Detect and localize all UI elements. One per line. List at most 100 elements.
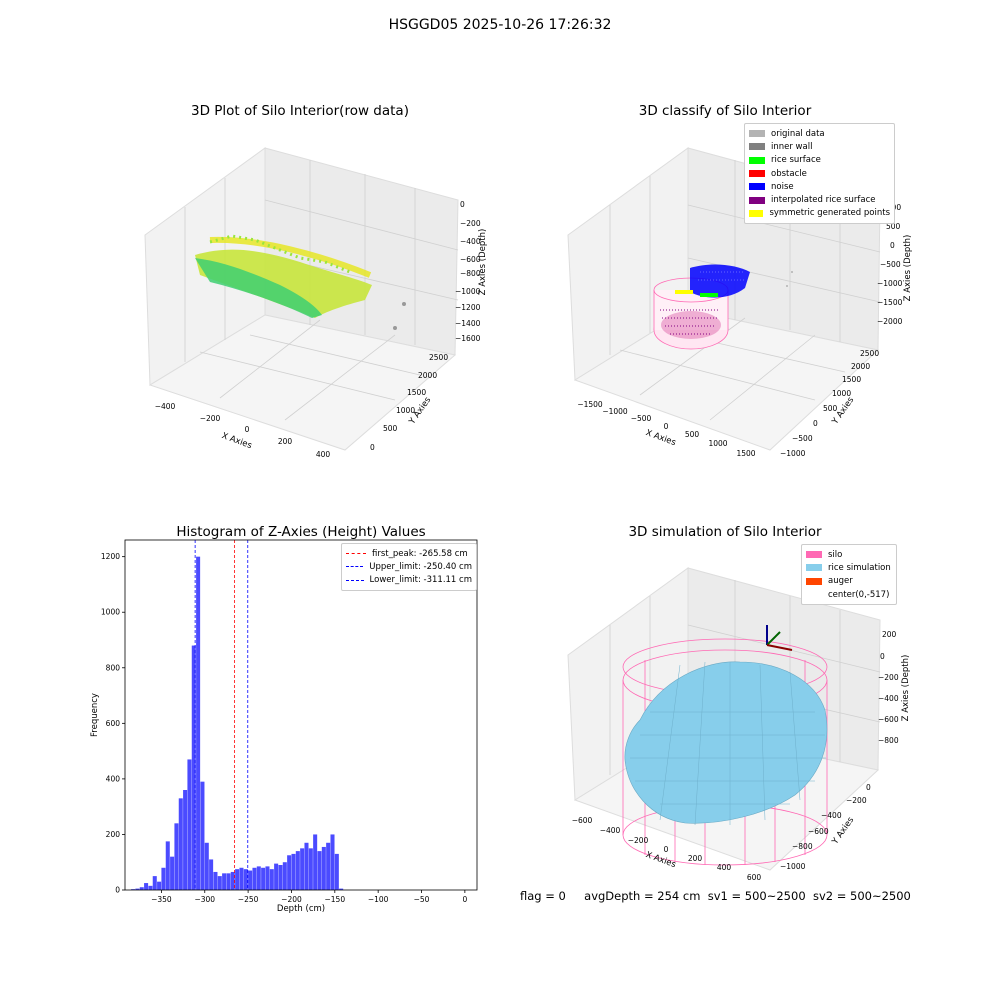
legend-item: silo <box>806 548 892 561</box>
histogram-x-tick-label: −300 <box>194 895 215 904</box>
legend-swatch <box>749 183 765 191</box>
histogram-bar <box>265 866 270 890</box>
legend-item: original data <box>749 127 890 140</box>
simulation-plot-title: 3D simulation of Silo Interior <box>628 524 822 540</box>
legend-swatch <box>806 591 822 598</box>
histogram-bar <box>230 871 235 890</box>
histogram-bar <box>330 834 335 890</box>
histogram-bar <box>170 856 175 890</box>
histogram-bar <box>274 863 279 890</box>
histogram-bar <box>152 876 157 890</box>
histogram-title: Histogram of Z-Axies (Height) Values <box>176 524 426 540</box>
legend-swatch <box>749 130 765 138</box>
legend-swatch <box>749 170 765 178</box>
status-sv1: sv1 = 500~2500 <box>707 889 806 903</box>
histogram-bar <box>213 871 218 890</box>
histogram-y-label: Frequency <box>90 693 100 737</box>
status-avg-depth: avgDepth = 254 cm <box>584 889 701 903</box>
histogram-bar <box>139 887 144 890</box>
legend-label: Lower_limit: -311.11 cm <box>369 575 472 586</box>
histogram-bar <box>317 851 322 890</box>
figure-suptitle: HSGGD05 2025-10-26 17:26:32 <box>388 17 612 33</box>
histogram-bar <box>183 790 188 890</box>
histogram-bar <box>209 859 214 890</box>
legend-swatch <box>749 209 764 217</box>
histogram-bar <box>144 883 149 890</box>
histogram-bar <box>269 869 274 890</box>
legend-label: auger <box>828 576 853 587</box>
legend-label: original data <box>771 128 825 139</box>
histogram-bar <box>252 867 257 890</box>
simulation-legend: silo rice simulation auger center(0,-517… <box>801 544 897 606</box>
histogram-bar <box>135 888 140 890</box>
histogram-bar <box>148 885 153 890</box>
classify-legend: original data inner wall rice surface ob… <box>744 123 895 225</box>
histogram-bar <box>187 759 192 890</box>
status-flag: flag = 0 <box>520 889 566 903</box>
legend-swatch <box>806 577 822 585</box>
legend-line <box>346 579 364 581</box>
legend-item: first_peak: -265.58 cm <box>346 547 472 560</box>
legend-item: auger <box>806 575 892 588</box>
histogram-x-tick-label: −250 <box>238 895 259 904</box>
histogram-bar <box>174 823 179 890</box>
legend-label: Upper_limit: -250.40 cm <box>369 561 472 572</box>
histogram-y-tick-label: 600 <box>106 719 121 728</box>
histogram-x-tick-label: 0 <box>462 895 467 904</box>
legend-swatch <box>749 143 765 151</box>
legend-label: inner wall <box>771 141 813 152</box>
status-line: flag = 0 avgDepth = 254 cm sv1 = 500~250… <box>520 889 911 903</box>
histogram-bar <box>191 645 196 890</box>
legend-line <box>346 566 364 568</box>
histogram-bar <box>131 889 136 890</box>
histogram-bar <box>261 867 266 890</box>
legend-item: inner wall <box>749 140 890 153</box>
histogram-bar <box>326 842 331 890</box>
legend-label: center(0,-517) <box>828 589 890 600</box>
histogram-bar <box>239 867 244 890</box>
legend-item: noise <box>749 180 890 193</box>
legend-swatch <box>806 551 822 559</box>
histogram-bar <box>308 848 313 890</box>
histogram-y-tick-label: 0 <box>115 886 120 895</box>
legend-label: rice simulation <box>828 562 891 573</box>
legend-label: rice surface <box>771 155 821 166</box>
legend-item: symmetric generated points <box>749 207 890 220</box>
legend-label: noise <box>771 181 794 192</box>
histogram-bar <box>196 556 201 890</box>
histogram-y-tick-label: 400 <box>106 774 121 783</box>
histogram-bar <box>222 873 227 890</box>
histogram-bar <box>200 781 205 890</box>
legend-item: Upper_limit: -250.40 cm <box>346 560 472 573</box>
histogram-bar <box>204 842 209 890</box>
histogram-bar <box>300 848 305 890</box>
histogram-frame <box>124 539 478 891</box>
histogram-bar <box>339 888 344 890</box>
histogram-bar <box>282 862 287 890</box>
histogram-bar <box>178 798 183 890</box>
histogram-x-tick-label: −350 <box>151 895 172 904</box>
histogram-x-tick-label: −150 <box>325 895 346 904</box>
histogram-bar <box>321 846 326 890</box>
histogram-bar <box>287 855 292 890</box>
legend-swatch <box>806 564 822 572</box>
histogram-bar <box>243 869 248 890</box>
histogram-bar <box>313 834 318 890</box>
legend-item: interpolated rice surface <box>749 193 890 206</box>
raw-plot-title: 3D Plot of Silo Interior(row data) <box>191 103 409 119</box>
legend-item: rice simulation <box>806 561 892 574</box>
histogram-y-tick-label: 1200 <box>101 552 120 561</box>
classify-plot-title: 3D classify of Silo Interior <box>638 103 812 119</box>
legend-label: symmetric generated points <box>769 208 890 219</box>
histogram-bar <box>226 873 231 890</box>
histogram-x-tick-label: −200 <box>281 895 302 904</box>
histogram-y-tick-label: 200 <box>106 830 121 839</box>
legend-item: obstacle <box>749 167 890 180</box>
histogram-bar <box>278 865 283 890</box>
histogram-bar <box>334 853 339 890</box>
histogram-bar <box>165 841 170 890</box>
legend-item: Lower_limit: -311.11 cm <box>346 574 472 587</box>
histogram-bar <box>291 853 296 890</box>
legend-label: interpolated rice surface <box>771 195 876 206</box>
